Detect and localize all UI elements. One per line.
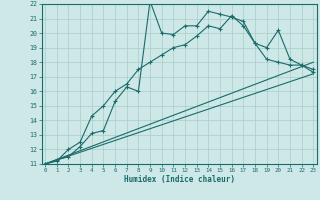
X-axis label: Humidex (Indice chaleur): Humidex (Indice chaleur) xyxy=(124,175,235,184)
